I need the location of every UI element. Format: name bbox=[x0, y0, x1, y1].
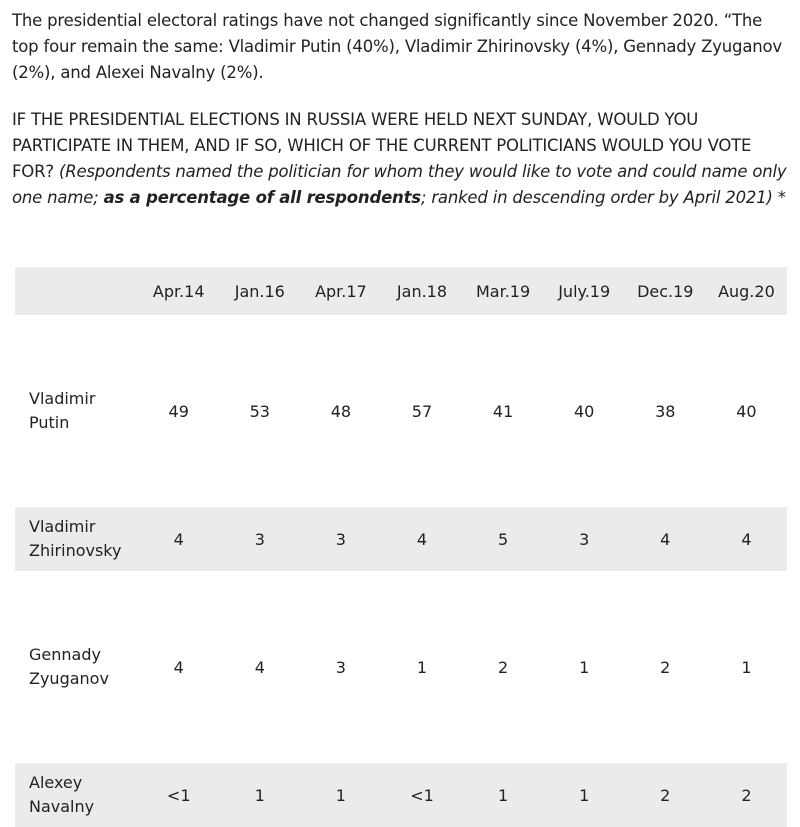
politician-last-name: Putin bbox=[29, 413, 70, 432]
rating-cell: 1 bbox=[335, 785, 346, 805]
politician-name: Gennady Zyuganov bbox=[15, 635, 138, 699]
politician-first-name: Vladimir bbox=[29, 389, 96, 408]
rating-cell: <1 bbox=[166, 785, 191, 805]
rating-cell: 1 bbox=[254, 785, 265, 805]
rating-cell: 3 bbox=[335, 529, 346, 549]
politician-name: Alexey Navalny bbox=[15, 763, 138, 827]
politician-last-name: Zyuganov bbox=[29, 669, 109, 688]
column-header: July.19 bbox=[558, 281, 611, 301]
column-header: Apr.14 bbox=[152, 281, 205, 301]
intro-paragraph: The presidential electoral ratings have … bbox=[12, 11, 782, 82]
table-row: Vladimir Putin 49 53 48 57 41 40 38 40 bbox=[15, 379, 787, 443]
rating-cell: 40 bbox=[736, 401, 757, 421]
rating-cell: 5 bbox=[497, 529, 509, 549]
page: The presidential electoral ratings have … bbox=[12, 11, 788, 827]
rating-cell: 3 bbox=[579, 529, 590, 549]
rating-cell: 4 bbox=[741, 529, 752, 549]
ratings-table-container: Apr.14 Jan.16 Apr.17 Jan.18 Mar.19 July.… bbox=[15, 267, 787, 827]
rating-cell: 41 bbox=[492, 401, 514, 421]
politician-last-name: Zhirinovsky bbox=[29, 541, 122, 560]
rating-cell: 1 bbox=[741, 657, 752, 677]
rating-cell: 49 bbox=[168, 401, 189, 421]
politician-name: Vladimir Putin bbox=[15, 379, 138, 443]
column-header: Mar.19 bbox=[475, 281, 531, 301]
question-text: IF THE PRESIDENTIAL ELECTIONS IN RUSSIA … bbox=[12, 110, 752, 181]
rating-cell: 48 bbox=[330, 401, 352, 421]
rating-cell: 3 bbox=[335, 657, 346, 677]
rating-cell: <1 bbox=[410, 785, 434, 805]
header-corner bbox=[15, 267, 138, 315]
politician-name: Vladimir Zhirinovsky bbox=[15, 507, 138, 571]
rating-cell: 4 bbox=[173, 529, 184, 549]
rating-cell: 1 bbox=[497, 785, 509, 805]
question-note-start: (Respondents named the politician for wh… bbox=[12, 162, 787, 207]
table-row: Gennady Zyuganov 4 4 3 1 2 1 2 1 bbox=[15, 635, 787, 699]
rating-cell: 1 bbox=[579, 657, 590, 677]
rating-cell: 53 bbox=[249, 401, 270, 421]
rating-cell: 1 bbox=[579, 785, 590, 805]
column-header: Aug.20 bbox=[718, 281, 775, 301]
column-header: Jan.18 bbox=[396, 281, 448, 301]
rating-cell: 2 bbox=[660, 785, 671, 805]
rating-cell: 2 bbox=[741, 785, 752, 805]
table-header-row: Apr.14 Jan.16 Apr.17 Jan.18 Mar.19 July.… bbox=[15, 267, 787, 315]
rating-cell: 1 bbox=[416, 657, 428, 677]
rating-cell: 4 bbox=[173, 657, 184, 677]
politician-first-name: Gennady bbox=[29, 645, 101, 664]
politician-first-name: Alexey bbox=[29, 773, 83, 792]
column-header: Jan.16 bbox=[234, 281, 285, 301]
rating-cell: 2 bbox=[660, 657, 671, 677]
rating-cell: 40 bbox=[573, 401, 595, 421]
question-note: (Respondents named the politician for wh… bbox=[12, 162, 787, 207]
politician-first-name: Vladimir bbox=[29, 517, 96, 536]
question-note-end: ; ranked in descending order by April 20… bbox=[420, 188, 786, 207]
rating-cell: 4 bbox=[660, 529, 671, 549]
rating-cell: 2 bbox=[497, 657, 509, 677]
question-note-bold: as a percentage of all respondents bbox=[103, 188, 422, 207]
ratings-table: Apr.14 Jan.16 Apr.17 Jan.18 Mar.19 July.… bbox=[15, 267, 787, 827]
survey-question: IF THE PRESIDENTIAL ELECTIONS IN RUSSIA … bbox=[12, 107, 788, 211]
table-row: Alexey Navalny <1 1 1 <1 1 1 2 2 bbox=[15, 763, 787, 827]
column-header: Dec.19 bbox=[637, 281, 694, 301]
rating-cell: 4 bbox=[254, 657, 265, 677]
rating-cell: 38 bbox=[655, 401, 676, 421]
rating-cell: 4 bbox=[416, 529, 428, 549]
rating-cell: 3 bbox=[254, 529, 265, 549]
rating-cell: 57 bbox=[411, 401, 433, 421]
table-row: Vladimir Zhirinovsky 4 3 3 4 5 3 4 4 bbox=[15, 507, 787, 571]
politician-last-name: Navalny bbox=[29, 797, 95, 816]
column-header: Apr.17 bbox=[315, 281, 367, 301]
